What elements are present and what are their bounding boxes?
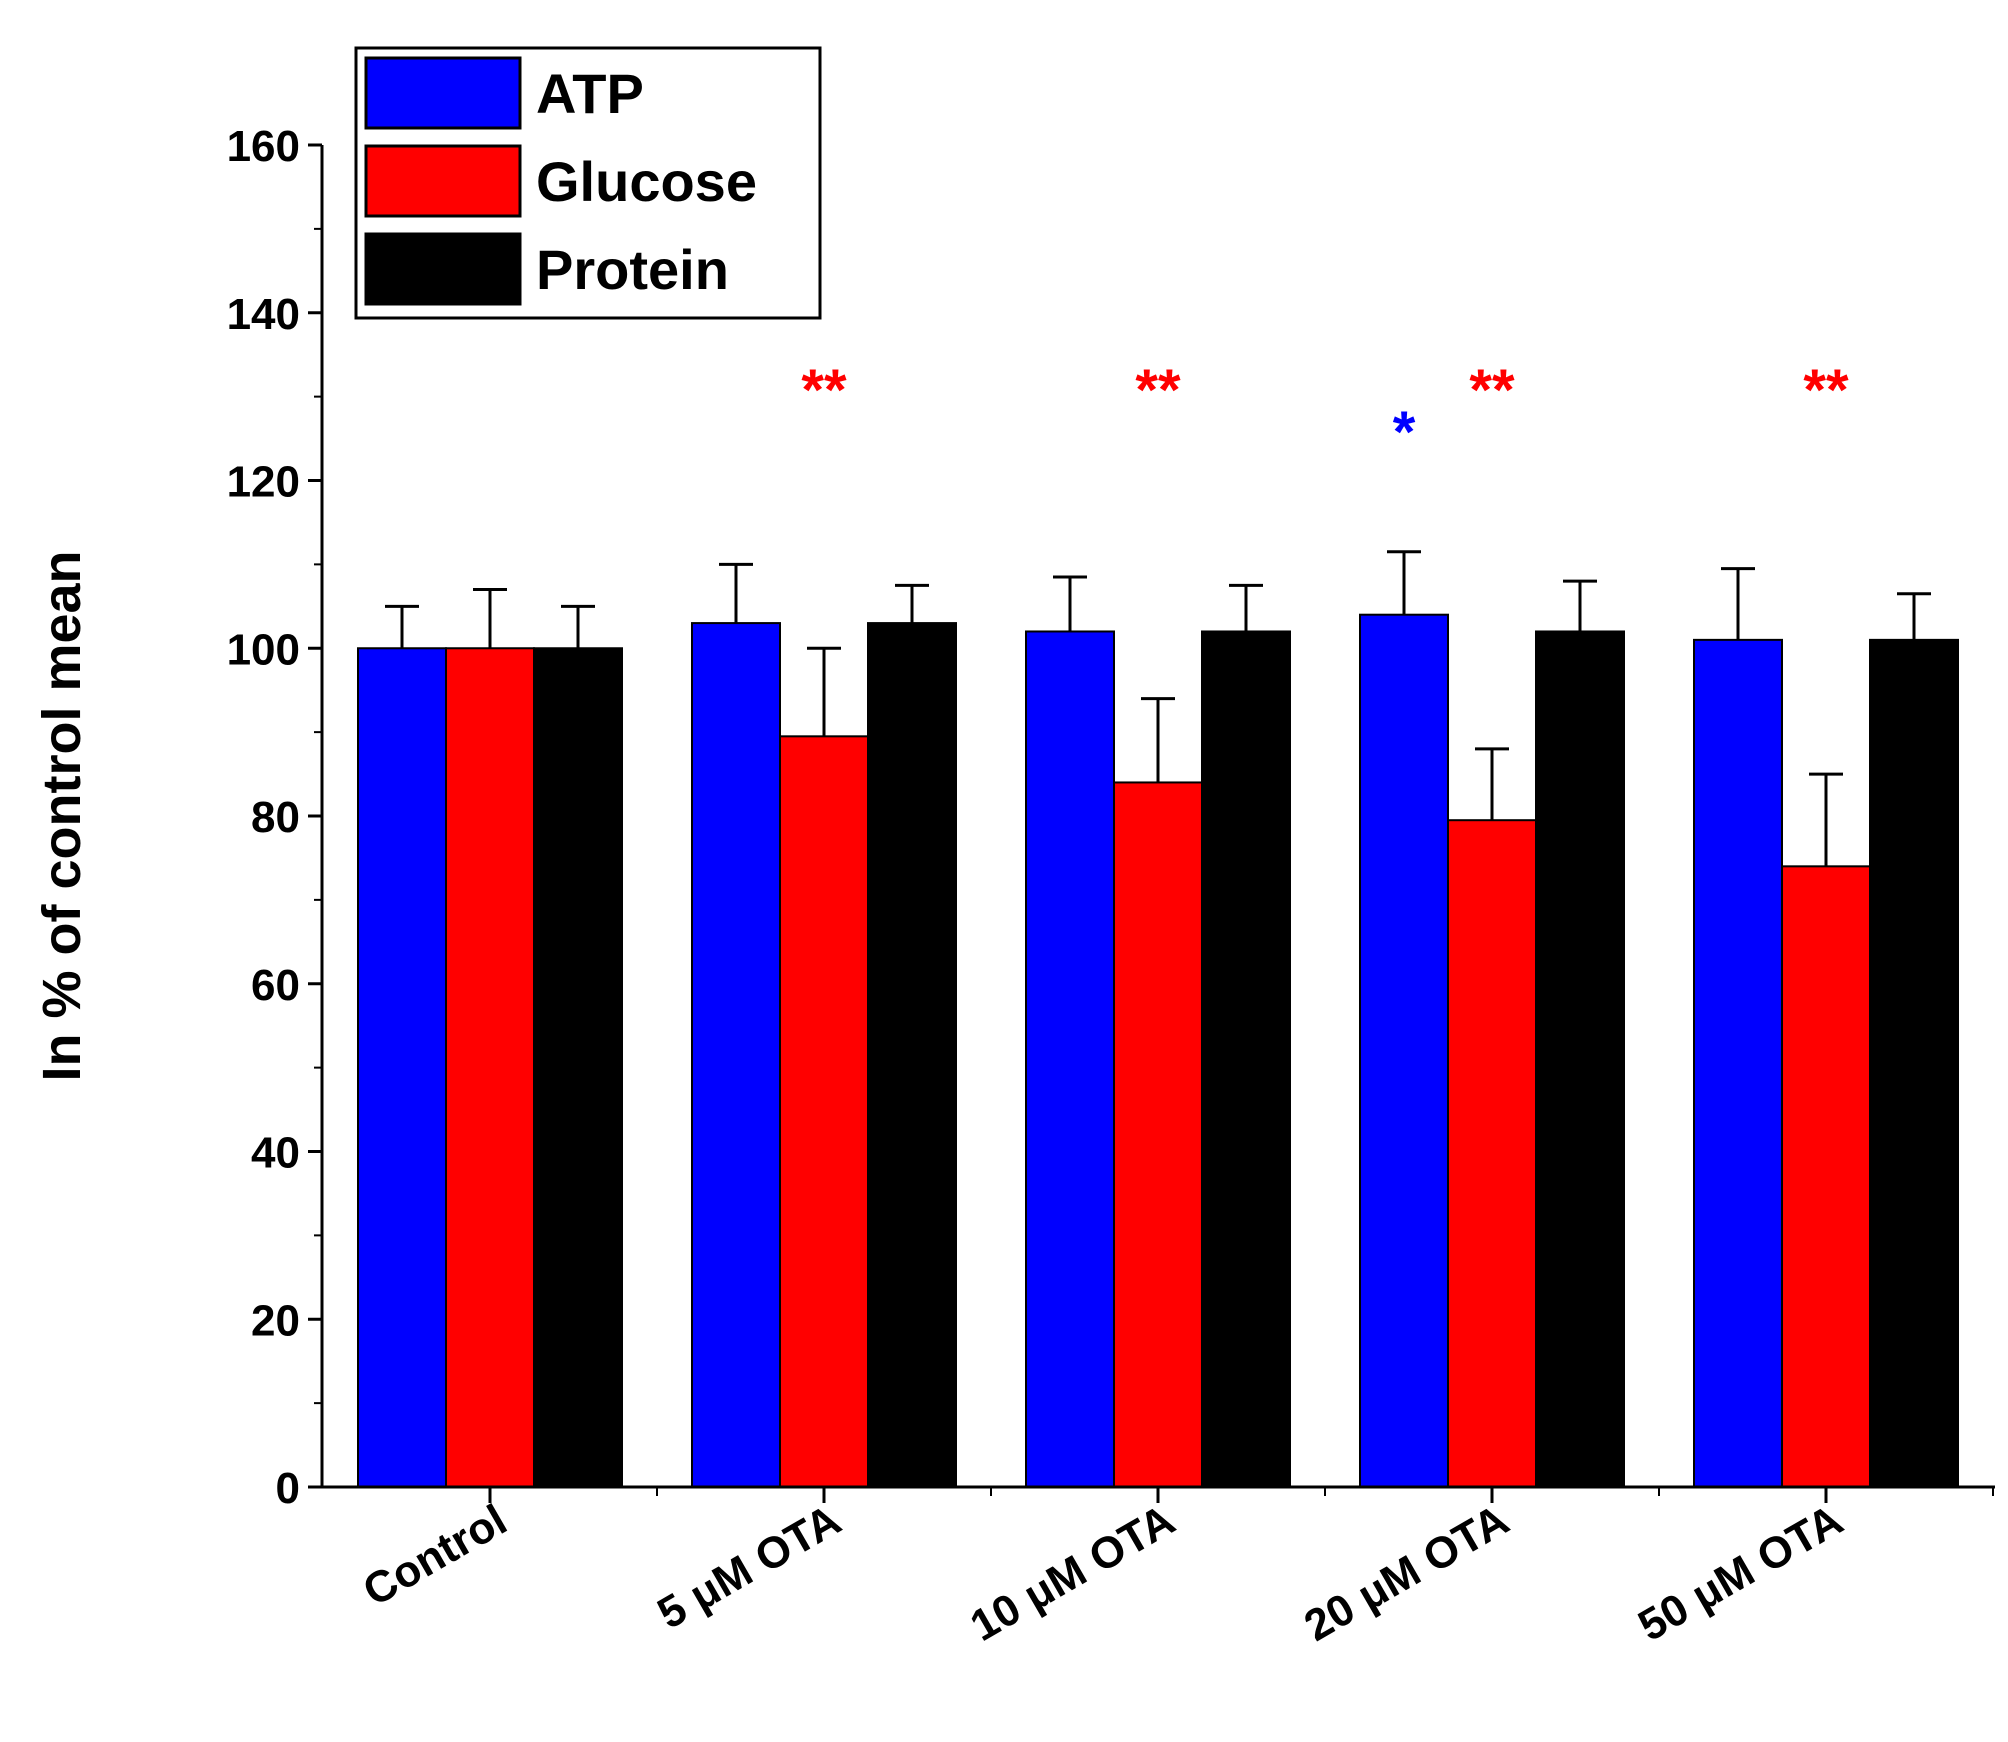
error-bar-protein-4 (1897, 592, 1931, 640)
error-bar-protein-2 (1229, 583, 1263, 632)
error-bar-atp-1 (719, 562, 753, 624)
error-bar-glucose-4 (1809, 772, 1843, 867)
bar-atp-2 (1025, 630, 1115, 1488)
legend-swatch-atp (364, 56, 522, 130)
legend-label-atp: ATP (536, 62, 644, 125)
bar-protein-0 (533, 647, 623, 1488)
significance-marker: ** (1803, 358, 1849, 423)
bar-glucose-2 (1113, 781, 1203, 1488)
bar-atp-0 (357, 647, 447, 1488)
significance-marker: * (1393, 400, 1416, 465)
error-bar-glucose-0 (473, 588, 507, 649)
legend: ATP Glucose Protein (354, 46, 822, 320)
bar-protein-2 (1201, 630, 1291, 1488)
error-bar-protein-3 (1563, 579, 1597, 632)
legend-swatch-glucose (364, 144, 522, 218)
error-bar-protein-0 (561, 604, 595, 649)
y-tick-label: 40 (251, 1129, 300, 1178)
x-tick-label: 10 μM OTA (962, 1495, 1183, 1651)
bar-glucose-4 (1781, 865, 1871, 1488)
significance-marker: ** (1135, 358, 1181, 423)
bar-protein-4 (1869, 638, 1959, 1488)
bar-glucose-0 (445, 647, 535, 1488)
significance-marker: ** (801, 358, 847, 423)
bars-layer (357, 613, 1959, 1488)
legend-swatch-protein (364, 232, 522, 306)
bar-protein-3 (1535, 630, 1625, 1488)
error-bar-atp-2 (1053, 575, 1087, 632)
error-bar-protein-1 (895, 583, 929, 624)
bar-atp-3 (1359, 613, 1449, 1488)
y-axis-title: In % of control mean (32, 550, 92, 1081)
bar-atp-4 (1693, 638, 1783, 1488)
y-tick-label: 0 (276, 1464, 300, 1513)
bar-atp-1 (691, 622, 781, 1488)
error-bar-glucose-1 (807, 646, 841, 737)
error-bar-atp-4 (1721, 567, 1755, 640)
error-bar-glucose-3 (1475, 747, 1509, 821)
error-bar-atp-0 (385, 604, 419, 649)
y-tick-label: 20 (251, 1296, 300, 1345)
error-bar-glucose-2 (1141, 697, 1175, 783)
x-tick-label: Control (355, 1495, 515, 1616)
bar-glucose-3 (1447, 819, 1537, 1488)
y-tick-label: 100 (227, 625, 300, 674)
x-tick-label: 50 μM OTA (1630, 1495, 1851, 1651)
y-tick-label: 160 (227, 122, 300, 171)
y-tick-label: 60 (251, 961, 300, 1010)
y-tick-label: 80 (251, 793, 300, 842)
legend-label-protein: Protein (536, 238, 729, 301)
bar-protein-1 (867, 622, 957, 1488)
x-tick-label: 20 μM OTA (1296, 1495, 1517, 1651)
legend-label-glucose: Glucose (536, 150, 757, 213)
error-bar-atp-3 (1387, 550, 1421, 615)
y-tick-label: 140 (227, 290, 300, 339)
bar-glucose-1 (779, 735, 869, 1488)
error-bars-layer (385, 550, 1931, 867)
x-tick-label: 5 μM OTA (649, 1495, 849, 1638)
significance-annotations: ** ***** ** (801, 358, 1849, 465)
y-tick-label: 120 (227, 458, 300, 507)
significance-marker: ** (1469, 358, 1515, 423)
